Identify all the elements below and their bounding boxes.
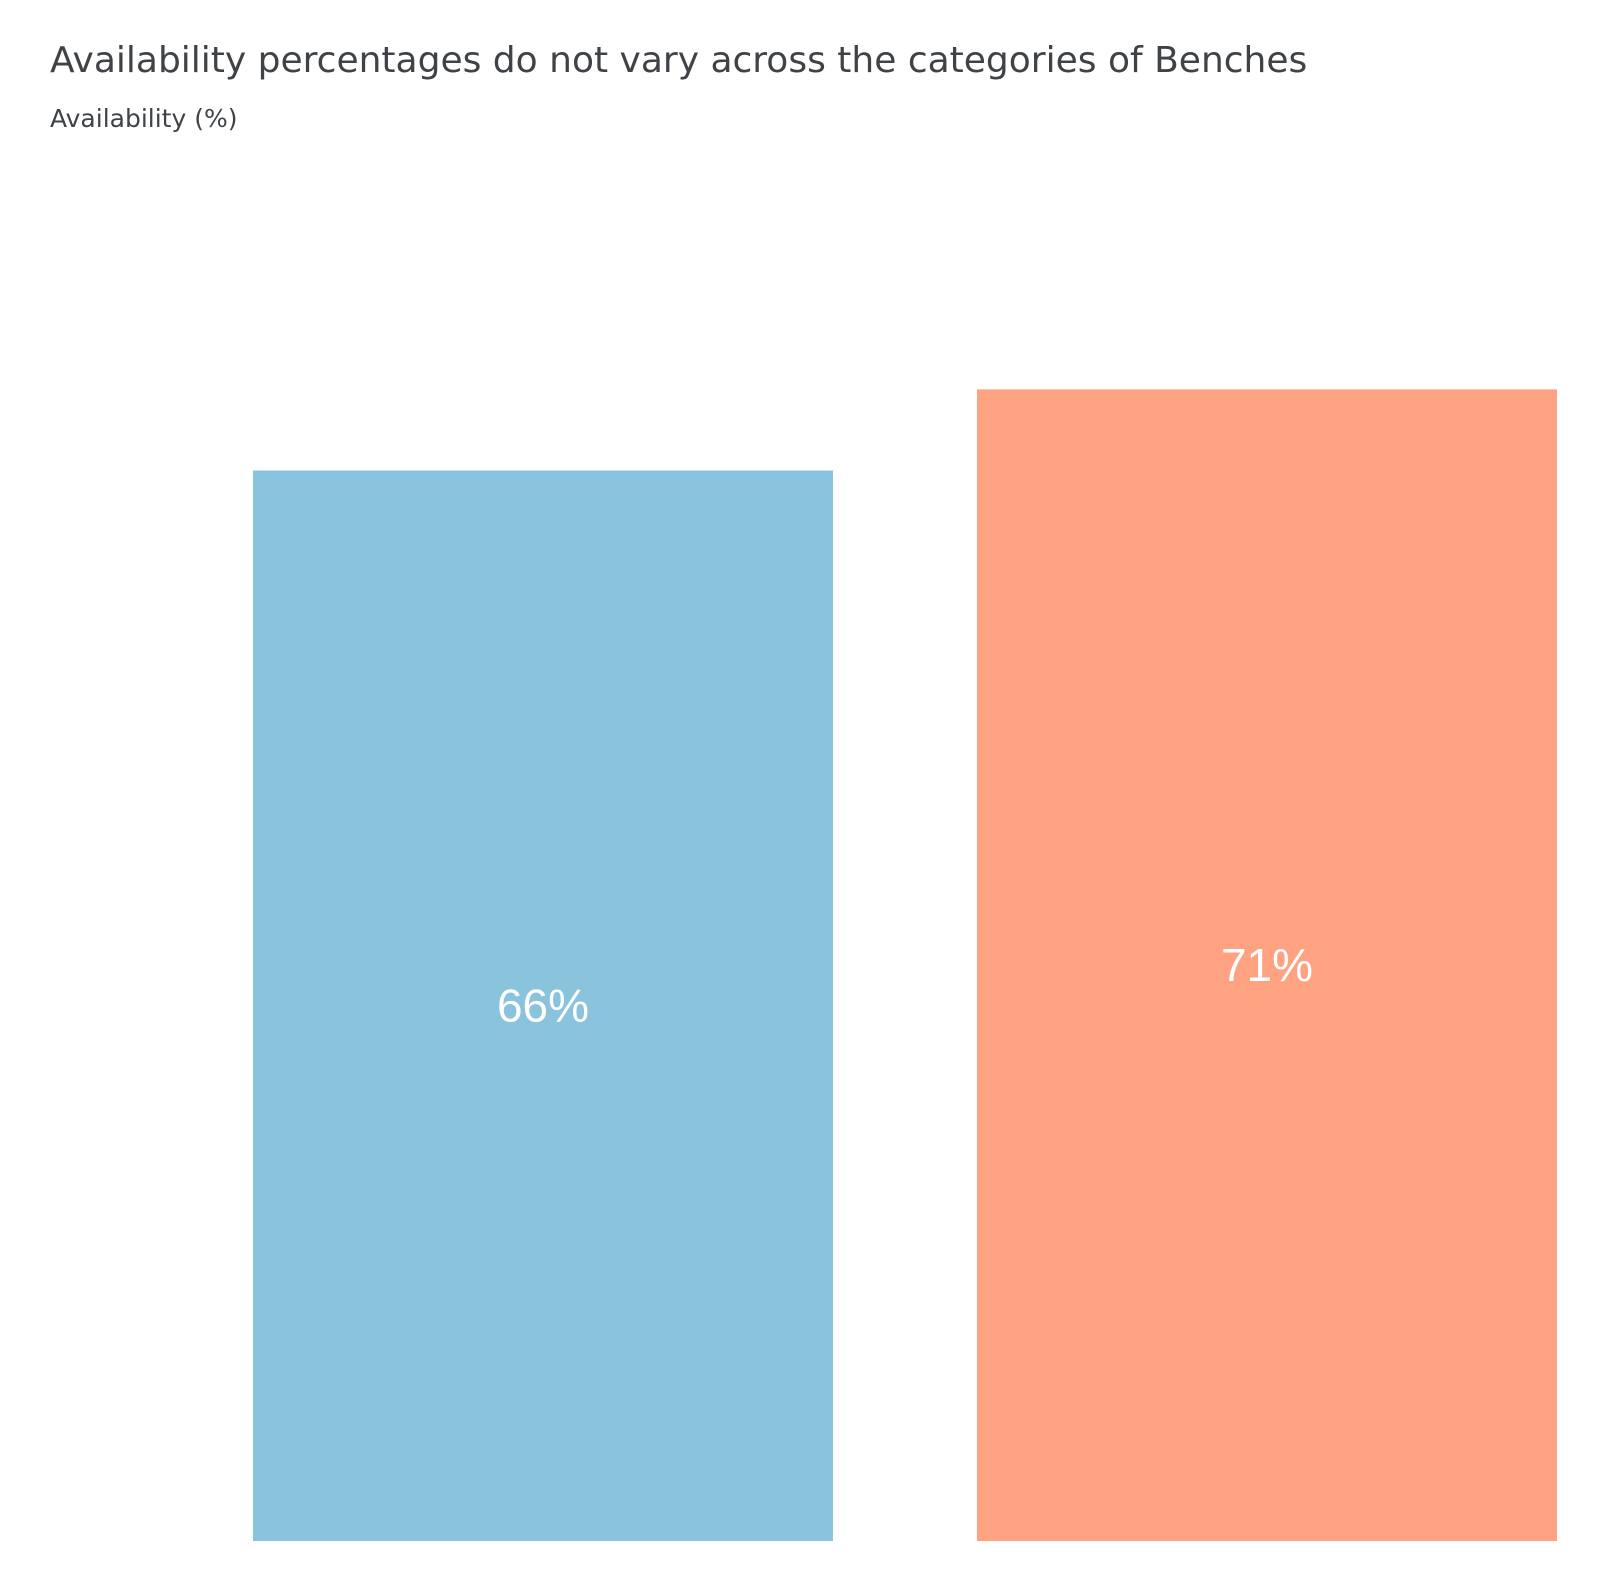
bar-value-label-1: 66% (497, 980, 589, 1032)
bar-1 (253, 470, 833, 1542)
bar-2 (977, 389, 1557, 1541)
chart-title: Availability percentages do not vary acr… (50, 40, 1308, 81)
chart-subtitle: Availability (%) (50, 104, 238, 133)
bar-value-label-2: 71% (1221, 939, 1313, 991)
